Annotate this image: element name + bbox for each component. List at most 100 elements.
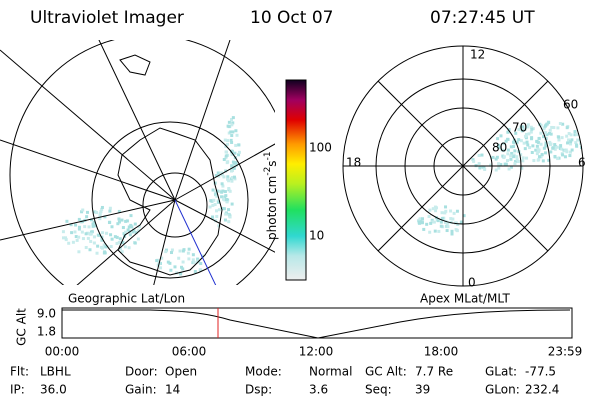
aurora	[534, 148, 538, 152]
aurora	[434, 209, 438, 213]
aurora	[506, 152, 510, 156]
aurora	[573, 130, 577, 134]
aurora	[227, 125, 231, 129]
aurora	[123, 245, 127, 249]
aurora	[64, 236, 68, 240]
aurora	[506, 159, 510, 163]
title: Ultraviolet Imager	[30, 8, 184, 28]
aurora	[429, 221, 433, 225]
aurora	[181, 260, 185, 264]
aurora	[500, 148, 504, 152]
aurora	[512, 140, 516, 144]
aurora	[230, 123, 234, 127]
aurora	[224, 197, 228, 201]
aurora	[218, 189, 222, 193]
aurora	[117, 220, 121, 224]
aurora	[226, 177, 230, 181]
aurora	[83, 225, 87, 229]
aurora	[92, 235, 96, 239]
aurora	[446, 225, 450, 229]
aurora	[230, 176, 234, 180]
aurora	[120, 218, 124, 222]
aurora	[548, 128, 552, 132]
aurora	[450, 229, 454, 233]
aurora	[443, 211, 447, 215]
aurora	[209, 199, 213, 203]
aurora	[521, 159, 525, 163]
aurora	[222, 175, 226, 179]
aurora	[232, 175, 236, 179]
aurora	[439, 224, 443, 228]
aurora	[95, 251, 99, 255]
aurora	[74, 235, 78, 239]
x-tick-label: 23:59	[548, 345, 583, 359]
aurora	[84, 246, 88, 250]
aurora	[181, 267, 185, 271]
aurora	[495, 155, 499, 159]
aurora	[110, 225, 114, 229]
aurora	[449, 209, 453, 213]
aurora	[224, 169, 228, 173]
aurora	[132, 228, 136, 232]
aurora	[129, 223, 133, 227]
aurora	[227, 208, 231, 212]
aurora	[541, 159, 545, 163]
info-value: 36.0	[40, 383, 67, 397]
aurora	[222, 197, 226, 201]
info-value: -77.5	[525, 365, 556, 379]
aurora	[455, 209, 459, 213]
aurora	[178, 249, 182, 253]
aurora	[436, 219, 440, 223]
aurora	[235, 133, 239, 137]
lat-label: 70	[512, 121, 527, 135]
aurora	[513, 162, 517, 166]
aurora	[234, 143, 238, 147]
aurora	[120, 250, 124, 254]
aurora	[570, 148, 574, 152]
aurora	[89, 230, 93, 234]
aurora	[164, 248, 168, 252]
aurora	[105, 231, 109, 235]
aurora	[226, 175, 230, 179]
aurora	[224, 156, 228, 160]
info-label: Dsp:	[245, 383, 272, 397]
aurora	[583, 139, 586, 142]
aurora	[537, 136, 541, 140]
aurora	[545, 133, 549, 137]
aurora	[532, 159, 536, 163]
aurora	[220, 171, 224, 175]
aurora	[164, 250, 168, 254]
aurora	[98, 217, 102, 221]
aurora	[417, 219, 421, 223]
aurora	[80, 210, 84, 214]
aurora	[223, 138, 227, 142]
aurora	[560, 136, 564, 140]
aurora	[539, 155, 543, 159]
aurora	[574, 141, 578, 145]
aurora	[547, 121, 551, 125]
aurora	[539, 123, 543, 127]
aurora	[509, 145, 513, 149]
aurora	[575, 133, 579, 137]
aurora	[221, 207, 225, 211]
aurora	[539, 142, 543, 146]
aurora	[193, 270, 197, 274]
aurora	[540, 152, 544, 156]
aurora	[156, 263, 160, 267]
aurora	[494, 157, 498, 161]
aurora	[101, 231, 105, 235]
aurora	[124, 219, 128, 223]
aurora	[559, 144, 563, 148]
aurora	[549, 132, 553, 136]
aurora	[576, 138, 580, 142]
aurora	[224, 154, 228, 158]
aurora	[191, 253, 195, 257]
aurora	[86, 236, 90, 240]
aurora	[563, 149, 567, 153]
aurora	[502, 155, 506, 159]
lat-label: 80	[492, 141, 507, 155]
polar-plot	[342, 45, 586, 287]
colorbar-tick: 10	[309, 229, 324, 243]
aurora	[524, 132, 528, 136]
aurora	[506, 130, 510, 134]
